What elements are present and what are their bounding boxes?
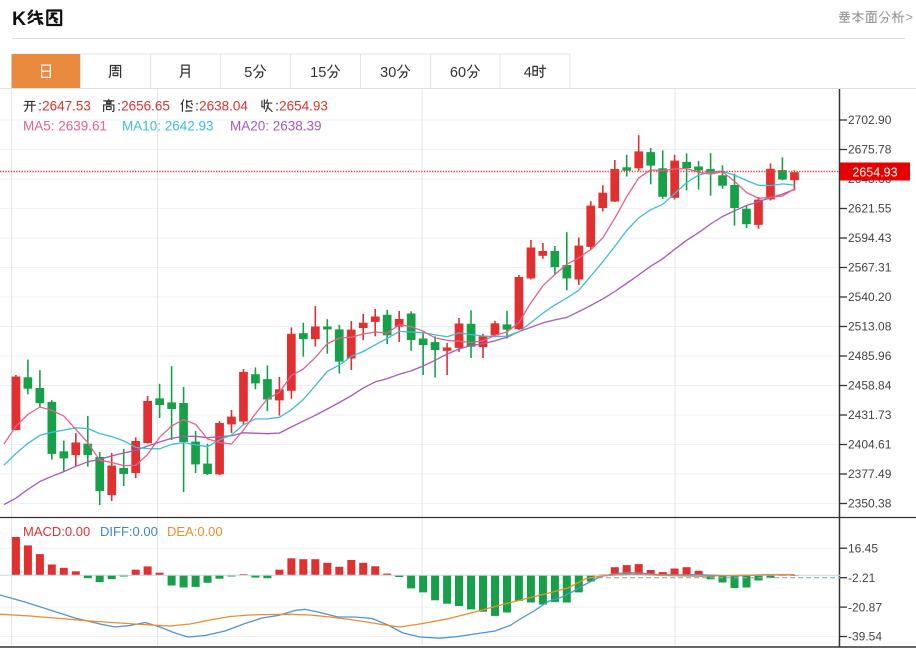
svg-text:60: 60 <box>450 65 466 81</box>
svg-text:2431.73: 2431.73 <box>848 408 892 422</box>
svg-text:2513.08: 2513.08 <box>848 320 892 334</box>
svg-text:5: 5 <box>244 65 252 81</box>
svg-text:-39.54: -39.54 <box>848 630 882 644</box>
svg-text:-20.87: -20.87 <box>848 600 882 614</box>
svg-text:MA10: 2642.93: MA10: 2642.93 <box>122 119 214 134</box>
svg-text:2656.65: 2656.65 <box>121 99 170 114</box>
svg-text:2621.55: 2621.55 <box>848 202 892 216</box>
svg-text::: : <box>195 99 199 114</box>
svg-text:2654.93: 2654.93 <box>852 166 897 180</box>
svg-text:30: 30 <box>380 65 396 81</box>
svg-text:4: 4 <box>524 65 532 81</box>
svg-text:2350.38: 2350.38 <box>848 497 892 511</box>
svg-text:2702.90: 2702.90 <box>848 113 892 127</box>
svg-text:2594.43: 2594.43 <box>848 231 892 245</box>
svg-text:2647.53: 2647.53 <box>42 99 91 114</box>
svg-text:MACD:0.00: MACD:0.00 <box>23 524 90 539</box>
svg-text:2638.04: 2638.04 <box>199 99 248 114</box>
svg-text:2540.20: 2540.20 <box>848 290 892 304</box>
svg-text:2567.31: 2567.31 <box>848 261 892 275</box>
svg-text:>: > <box>906 10 914 25</box>
svg-text::: : <box>117 99 121 114</box>
svg-text:DIFF:0.00: DIFF:0.00 <box>100 524 158 539</box>
svg-text::: : <box>275 99 279 114</box>
svg-text:15: 15 <box>310 65 326 81</box>
svg-text::: : <box>38 99 42 114</box>
svg-text:2654.93: 2654.93 <box>279 99 328 114</box>
svg-text:MA20: 2638.39: MA20: 2638.39 <box>230 119 322 134</box>
svg-text:2404.61: 2404.61 <box>848 438 892 452</box>
svg-text:2485.96: 2485.96 <box>848 349 892 363</box>
svg-text:K: K <box>12 8 26 30</box>
svg-text:16.45: 16.45 <box>848 541 878 555</box>
svg-text:DEA:0.00: DEA:0.00 <box>167 524 223 539</box>
svg-text:MA5: 2639.61: MA5: 2639.61 <box>23 119 107 134</box>
svg-text:2675.78: 2675.78 <box>848 143 892 157</box>
svg-text:-2.21: -2.21 <box>848 571 876 585</box>
svg-text:2458.84: 2458.84 <box>848 379 892 393</box>
svg-text:2377.49: 2377.49 <box>848 467 892 481</box>
